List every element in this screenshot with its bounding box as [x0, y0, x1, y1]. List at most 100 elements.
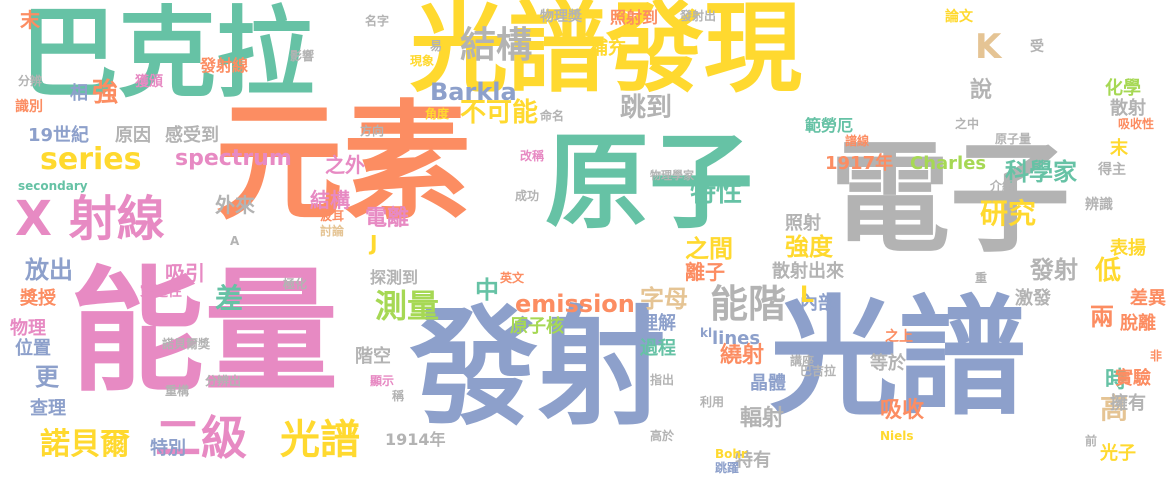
cloud-word: 階空 [355, 346, 391, 367]
cloud-word: 介紹 [990, 179, 1015, 193]
cloud-word: 照射到 [610, 8, 659, 27]
cloud-word: 繞射 [720, 343, 765, 368]
cloud-word: 名字 [365, 14, 390, 28]
cloud-word: 末 [1110, 138, 1128, 159]
cloud-word: 光譜 [280, 417, 360, 463]
cloud-word: 說 [970, 78, 993, 103]
cloud-word: 顯示 [370, 374, 395, 388]
cloud-word: 不可能 [460, 98, 539, 128]
cloud-word: 原子 [545, 121, 754, 243]
cloud-word: 巴克拉 [20, 0, 315, 111]
cloud-word: 化學 [1105, 78, 1141, 99]
cloud-word: 成功 [515, 189, 540, 203]
cloud-word: 測量 [375, 287, 440, 325]
cloud-word: 極化 [283, 277, 308, 291]
cloud-word: 物理 [10, 318, 46, 339]
cloud-word: 晶體 [750, 373, 786, 394]
cloud-word: 時 [1105, 368, 1128, 393]
cloud-word: 前 [1085, 434, 1098, 448]
cloud-word: 討論 [320, 224, 345, 238]
cloud-word: 譜線 [845, 134, 870, 148]
cloud-word: 之上 [885, 329, 913, 345]
cloud-word: 論文 [945, 9, 973, 25]
cloud-word: 二級 [155, 411, 247, 465]
cloud-word: X 射線 [15, 191, 165, 247]
cloud-word: 強 [92, 78, 119, 108]
cloud-word: 放出 [25, 256, 73, 284]
cloud-word: 激發 [1015, 288, 1051, 309]
cloud-word: 擁有 [1110, 393, 1146, 414]
cloud-word: 差異 [1130, 288, 1166, 309]
cloud-word: 19世紀 [28, 125, 90, 146]
cloud-word: 分辨出 [205, 374, 242, 388]
cloud-word: 高於 [650, 429, 675, 443]
cloud-word: 之間 [685, 235, 733, 263]
cloud-word: 得主 [1098, 162, 1126, 178]
cloud-word: 易 [430, 39, 443, 53]
cloud-word: 脫離 [1120, 313, 1156, 334]
cloud-word: 兩 [1090, 303, 1114, 331]
cloud-word: 探測到 [370, 268, 419, 287]
cloud-word: 散射出來 [772, 261, 844, 282]
cloud-word: 元素 [215, 89, 472, 238]
cloud-word: 發射出 [680, 9, 717, 23]
cloud-word: 查理 [30, 398, 66, 419]
cloud-word: 1914年 [385, 430, 446, 449]
cloud-word: kl [700, 326, 713, 340]
cloud-word: J [370, 231, 378, 255]
cloud-word: 差 [215, 282, 244, 315]
cloud-word: 科學家 [1005, 158, 1077, 186]
cloud-word: 能量 [70, 254, 339, 410]
cloud-word: 利用 [700, 395, 725, 409]
cloud-word: 發射 [1030, 256, 1078, 284]
cloud-word: 特有 [735, 450, 771, 471]
cloud-word: 發射 [410, 294, 667, 443]
cloud-word: 方向 [360, 124, 385, 138]
cloud-word: 改稱 [520, 149, 545, 163]
cloud-word: 離子 [685, 260, 725, 284]
cloud-word: 外來 [215, 193, 255, 217]
cloud-word: 1917年 [825, 153, 894, 174]
cloud-word: 光譜 [770, 284, 1027, 433]
cloud-word: 受 [1030, 39, 1044, 55]
cloud-word: 光譜發現 [410, 0, 803, 106]
cloud-word: 影響 [290, 49, 315, 63]
cloud-word: 獲頒 [135, 74, 163, 90]
cloud-word: spectrum [175, 146, 292, 171]
cloud-word: 結構 [460, 25, 533, 66]
cloud-word: 強度 [785, 233, 833, 261]
cloud-word: 光子 [1100, 443, 1136, 464]
cloud-word: 角度 [425, 107, 450, 121]
cloud-word: 過程 [640, 338, 676, 359]
cloud-word: 理解 [640, 313, 676, 334]
cloud-word: 獎授 [20, 288, 56, 309]
cloud-word: 更 [35, 363, 59, 391]
cloud-word: 識別 [15, 99, 43, 115]
cloud-word: 結構 [310, 188, 350, 212]
cloud-word: 字母 [640, 285, 688, 313]
cloud-word: 中 [475, 276, 499, 304]
cloud-word: 重構 [165, 384, 190, 398]
cloud-word: 感受到 [165, 125, 219, 146]
cloud-word: A [230, 234, 240, 248]
cloud-word: 分辨 [18, 74, 43, 88]
cloud-word: 重 [975, 271, 988, 285]
cloud-word: 諾貝爾獎 [162, 337, 211, 351]
cloud-word: Niels [880, 429, 914, 443]
cloud-word: 稱 [392, 389, 405, 403]
cloud-word: 命名 [540, 109, 565, 123]
cloud-word: 研究 [980, 197, 1037, 230]
cloud-word: 吸引 [165, 261, 205, 285]
cloud-word: 發射線 [200, 56, 249, 75]
cloud-word: 低 [1095, 256, 1122, 286]
cloud-word: 講座 [790, 354, 815, 368]
cloud-word: Barkla [430, 78, 517, 106]
cloud-word: 跳到 [620, 93, 673, 123]
cloud-word: 英文 [500, 271, 525, 285]
cloud-word: 穿透性 [140, 284, 182, 300]
cloud-word: 原子量 [995, 132, 1032, 146]
cloud-word: emission [515, 290, 635, 318]
cloud-word: 相 [70, 83, 88, 104]
cloud-word: 吸收性 [1118, 117, 1155, 131]
